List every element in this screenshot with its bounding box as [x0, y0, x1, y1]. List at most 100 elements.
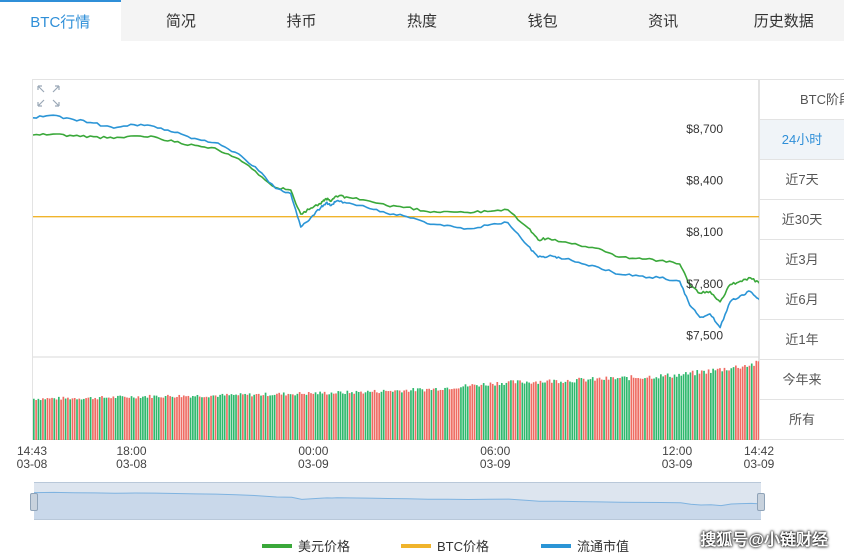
x-tick-time: 14:42 [743, 444, 775, 458]
legend-swatch-mcap [541, 543, 571, 548]
volume-bar [160, 397, 162, 440]
y-tick-label: $7,500 [686, 328, 723, 342]
volume-bar [391, 391, 394, 440]
volume-bar [346, 390, 349, 440]
volume-bar [578, 377, 580, 440]
volume-bar [48, 398, 51, 440]
volume-bar [600, 379, 603, 440]
volume-bar [710, 372, 712, 440]
volume-bar [498, 385, 501, 440]
volume-bar [357, 391, 360, 440]
volume-bar [555, 380, 558, 440]
volume-bar [128, 397, 131, 440]
volume-bar [421, 389, 424, 440]
volume-bar [137, 396, 140, 440]
navigator-right-handle[interactable] [757, 493, 765, 511]
volume-bar [575, 379, 578, 440]
volume-bar [228, 395, 231, 440]
tab-history[interactable]: 历史数据 [753, 13, 814, 30]
fullscreen-icon[interactable] [37, 85, 60, 107]
volume-bar [410, 390, 412, 440]
legend-item-mcap[interactable]: 流通市值 [541, 536, 629, 554]
volume-bar [380, 391, 383, 440]
volume-bar [312, 393, 315, 440]
period-7d[interactable]: 近7天 [760, 160, 844, 200]
tab-overview[interactable]: 简况 [165, 13, 196, 30]
volume-bar [748, 365, 751, 440]
x-tick-label: 14:42 03-09 [739, 445, 779, 471]
period-panel-title: BTC阶段 [760, 80, 844, 120]
navigator-series [34, 491, 761, 519]
volume-bar [110, 398, 112, 440]
volume-bar [476, 385, 478, 440]
volume-bar [625, 377, 628, 440]
period-30d[interactable]: 近30天 [760, 200, 844, 240]
volume-bar [557, 383, 560, 440]
series-line-mcap [32, 114, 761, 329]
volume-bar [169, 396, 171, 440]
volume-bar [482, 383, 485, 440]
volume-bar [637, 378, 639, 440]
volume-bar [203, 397, 206, 440]
volume-bar [257, 393, 260, 440]
tab-wallet[interactable]: 钱包 [527, 13, 558, 30]
volume-bar [42, 398, 44, 440]
x-tick-date: 03-09 [479, 457, 511, 471]
tab-btc-market[interactable]: BTC行情 [0, 0, 121, 41]
volume-bar [164, 396, 167, 440]
volume-bar [341, 393, 344, 440]
volume-bar [744, 365, 746, 440]
volume-bar [571, 382, 574, 440]
volume-bar [151, 397, 153, 440]
legend-item-usd[interactable]: 美元价格 [262, 536, 350, 554]
volume-bar [639, 378, 642, 440]
volume-bar [112, 396, 115, 440]
volume-bar [76, 399, 78, 440]
volume-bar [337, 391, 340, 440]
volume-bar [39, 400, 42, 440]
volume-bar [496, 382, 499, 440]
volume-bar [719, 368, 721, 440]
volume-bar [632, 377, 635, 440]
tab-popularity[interactable]: 热度 [407, 13, 438, 30]
volume-bar [373, 389, 376, 440]
volume-bar [210, 395, 212, 440]
volume-bar [451, 389, 453, 440]
volume-bar [585, 381, 587, 440]
volume-bar [142, 396, 144, 440]
legend-item-btc[interactable]: BTC价格 [401, 536, 489, 554]
volume-bar [226, 393, 228, 440]
volume-bar [155, 395, 158, 440]
period-6m[interactable]: 近6月 [760, 280, 844, 320]
volume-bar [526, 381, 528, 440]
volume-bar [423, 391, 426, 440]
volume-bar [487, 385, 490, 440]
volume-bar [707, 369, 710, 440]
period-ytd[interactable]: 今年来 [760, 360, 844, 400]
period-3m[interactable]: 近3月 [760, 240, 844, 280]
range-navigator[interactable] [30, 482, 765, 520]
volume-bar [712, 368, 714, 440]
volume-bar [519, 380, 521, 440]
volume-bar [173, 397, 176, 440]
volume-bar [35, 399, 37, 440]
volume-bar [503, 384, 505, 440]
volume-bar [353, 393, 355, 440]
volume-bar [264, 392, 267, 440]
volume-bar [603, 379, 605, 440]
volume-bar [385, 390, 387, 440]
volume-bar [96, 399, 99, 440]
volume-bar [414, 391, 417, 440]
volume-bar [242, 394, 244, 440]
volume-bar [471, 384, 474, 440]
tab-holdings[interactable]: 持币 [286, 13, 317, 30]
period-all[interactable]: 所有 [760, 400, 844, 440]
period-1y[interactable]: 近1年 [760, 320, 844, 360]
tab-news[interactable]: 资讯 [648, 13, 679, 30]
volume-bar [478, 386, 480, 440]
navigator-left-handle[interactable] [30, 493, 38, 511]
period-24h[interactable]: 24小时 [760, 120, 844, 160]
volume-bar [469, 385, 471, 440]
volume-bar [92, 399, 94, 440]
volume-bar [80, 399, 83, 440]
